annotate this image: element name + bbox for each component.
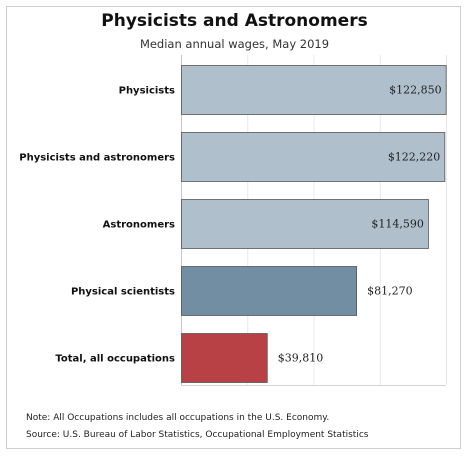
- value-label: $114,590: [371, 218, 424, 231]
- value-label: $81,270: [367, 285, 413, 298]
- category-label: Physicists and astronomers: [19, 153, 175, 164]
- bar: [181, 199, 429, 249]
- chart-subtitle: Median annual wages, May 2019: [139, 37, 330, 51]
- category-label: Physicists: [119, 86, 175, 97]
- value-label: $122,850: [389, 84, 442, 97]
- bar: [181, 333, 268, 383]
- chart-source: Source: U.S. Bureau of Labor Statistics,…: [26, 430, 369, 440]
- bar: [181, 65, 447, 115]
- category-label: Astronomers: [103, 220, 175, 231]
- chart-note: Note: All Occupations includes all occup…: [26, 413, 330, 423]
- value-label: $39,810: [278, 352, 324, 365]
- bar: [181, 132, 446, 182]
- value-label: $122,220: [388, 151, 441, 164]
- category-label: Physical scientists: [71, 287, 175, 298]
- chart-title: Physicists and Astronomers: [101, 11, 368, 31]
- category-label: Total, all occupations: [55, 354, 175, 365]
- bar: [181, 266, 357, 316]
